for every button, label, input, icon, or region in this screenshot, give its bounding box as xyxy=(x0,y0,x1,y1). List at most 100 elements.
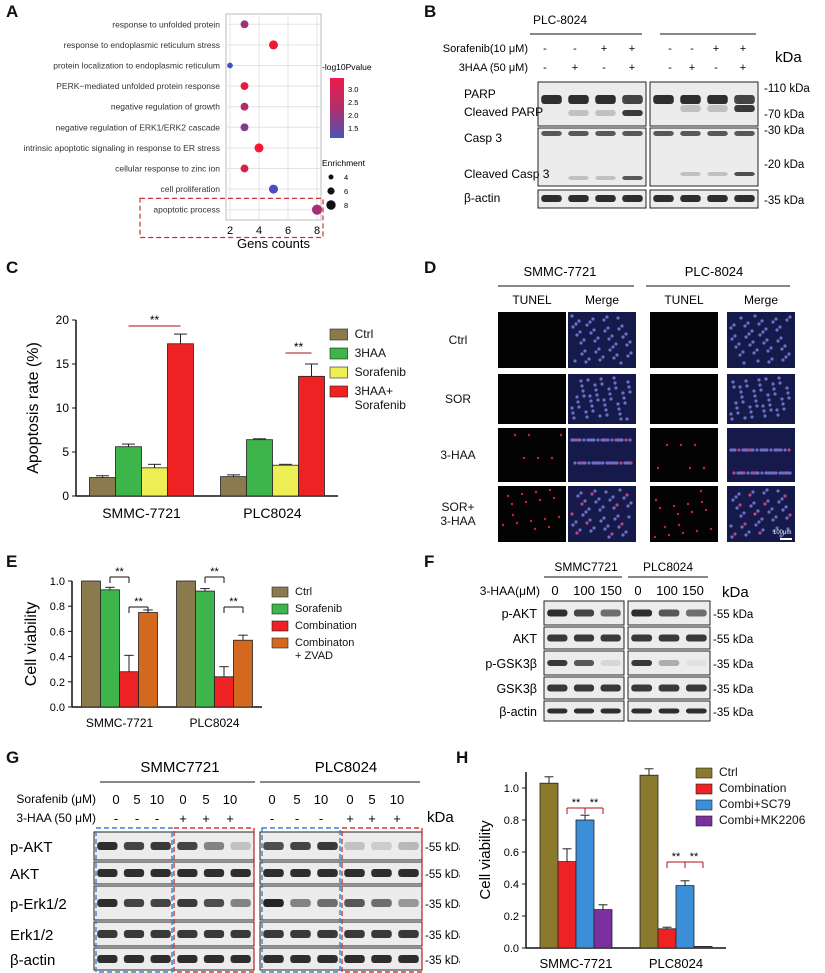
cell-dot xyxy=(663,525,667,529)
cell-dot xyxy=(752,351,756,355)
cell-dot xyxy=(624,530,628,534)
cell-dot xyxy=(779,336,783,340)
cell-dot xyxy=(766,393,770,397)
cell-dot xyxy=(750,415,754,419)
category-label: PLC8024 xyxy=(649,956,703,971)
legend-label: Sorafenib xyxy=(355,365,407,379)
blot-band xyxy=(685,708,707,714)
cell-dot xyxy=(757,520,761,524)
x-axis-label: Gens counts xyxy=(237,236,310,251)
blot-band xyxy=(123,930,145,938)
cell-dot xyxy=(616,316,620,320)
blot-band xyxy=(290,869,311,877)
viability-bar-chart-h: 0.0 0.2 0.4 0.6 0.8 1.0 Cell viability SMMC-772… xyxy=(477,765,806,971)
significance-mark: ** xyxy=(115,566,124,578)
cell-dot xyxy=(738,385,742,389)
cell-dot xyxy=(786,391,790,395)
cell-dot xyxy=(743,522,747,526)
cell-dot xyxy=(759,388,763,392)
treatment-label: 3HAA (50 μM) xyxy=(459,62,528,74)
blot-band xyxy=(631,634,653,642)
cell-dot xyxy=(601,461,605,465)
blot-band xyxy=(680,105,701,112)
micrograph xyxy=(650,428,718,482)
kda-marker: -35 kDa xyxy=(764,195,805,207)
cell-dot xyxy=(608,348,612,352)
legend-swatch xyxy=(695,799,713,811)
cell-dot xyxy=(574,438,578,442)
cell-dot xyxy=(749,410,753,414)
y-tick-label: 5 xyxy=(62,445,69,459)
legend-swatch xyxy=(271,620,289,632)
blot-band xyxy=(177,899,198,907)
dose-label: 10 xyxy=(223,792,237,807)
cell-dot xyxy=(737,342,741,346)
micrograph xyxy=(727,374,795,424)
cell-dot xyxy=(613,517,617,521)
bar xyxy=(657,928,677,949)
go-term-bubble xyxy=(269,184,278,194)
blot-band xyxy=(97,930,118,938)
cell-dot xyxy=(578,528,582,532)
dose-label: 100 xyxy=(656,583,678,598)
cell-dot xyxy=(596,438,600,442)
cell-dot xyxy=(550,456,554,460)
cell-dot xyxy=(743,324,747,328)
blot-band xyxy=(622,195,643,202)
blot-band xyxy=(371,955,392,963)
blot-band xyxy=(230,842,251,850)
cell-dot xyxy=(772,387,776,391)
cell-dot xyxy=(730,337,734,341)
cell-dot xyxy=(593,339,597,343)
cell-dot xyxy=(585,323,589,327)
cell-line-label: PLC-8024 xyxy=(685,264,744,279)
size-legend-dot xyxy=(328,174,334,180)
blot-label: PARP xyxy=(464,87,496,101)
blot-band xyxy=(317,842,338,850)
cell-dot xyxy=(583,499,587,503)
blot-band xyxy=(631,660,653,666)
blot-band xyxy=(317,899,338,907)
blot-band xyxy=(600,609,621,617)
cell-dot xyxy=(743,416,747,420)
cell-dot xyxy=(524,500,528,504)
blot-band xyxy=(680,195,701,202)
blot-band xyxy=(150,899,171,907)
cell-dot xyxy=(766,499,770,503)
cell-dot xyxy=(754,523,758,527)
cell-dot xyxy=(765,338,769,342)
cell-dot xyxy=(672,504,676,508)
blot-band xyxy=(230,930,251,938)
cell-line-label: SMMC7721 xyxy=(554,560,618,574)
cell-dot xyxy=(607,535,611,539)
cell-dot xyxy=(607,461,611,465)
cell-dot xyxy=(665,443,669,447)
blot-box xyxy=(649,189,759,209)
treatment-sign: + xyxy=(226,811,234,826)
treatment-sign: - xyxy=(295,811,299,826)
size-legend-dot xyxy=(327,187,335,195)
cell-dot xyxy=(776,413,780,417)
blot-label: p-AKT xyxy=(502,607,538,621)
category-label: PLC8024 xyxy=(189,716,239,730)
kda-marker: -70 kDa xyxy=(764,109,805,121)
blot-band xyxy=(568,131,589,136)
cell-dot xyxy=(620,438,624,442)
blot-band xyxy=(150,869,171,877)
kda-marker: -35 kDa xyxy=(425,899,460,911)
cell-dot xyxy=(758,383,762,387)
significance-mark: ** xyxy=(672,851,681,863)
blot-band xyxy=(123,842,145,850)
cell-dot xyxy=(627,515,631,519)
legend-label: Sorafenib xyxy=(295,603,342,615)
dose-label: 0 xyxy=(551,583,558,598)
cell-dot xyxy=(580,502,584,506)
blot-band xyxy=(398,955,419,963)
cell-dot xyxy=(589,331,593,335)
cell-dot xyxy=(762,409,766,413)
cell-dot xyxy=(744,533,748,537)
blot-band xyxy=(573,634,595,642)
blot-band xyxy=(573,684,595,692)
cell-dot xyxy=(733,532,737,536)
y-tick-label: 0.2 xyxy=(504,911,519,923)
